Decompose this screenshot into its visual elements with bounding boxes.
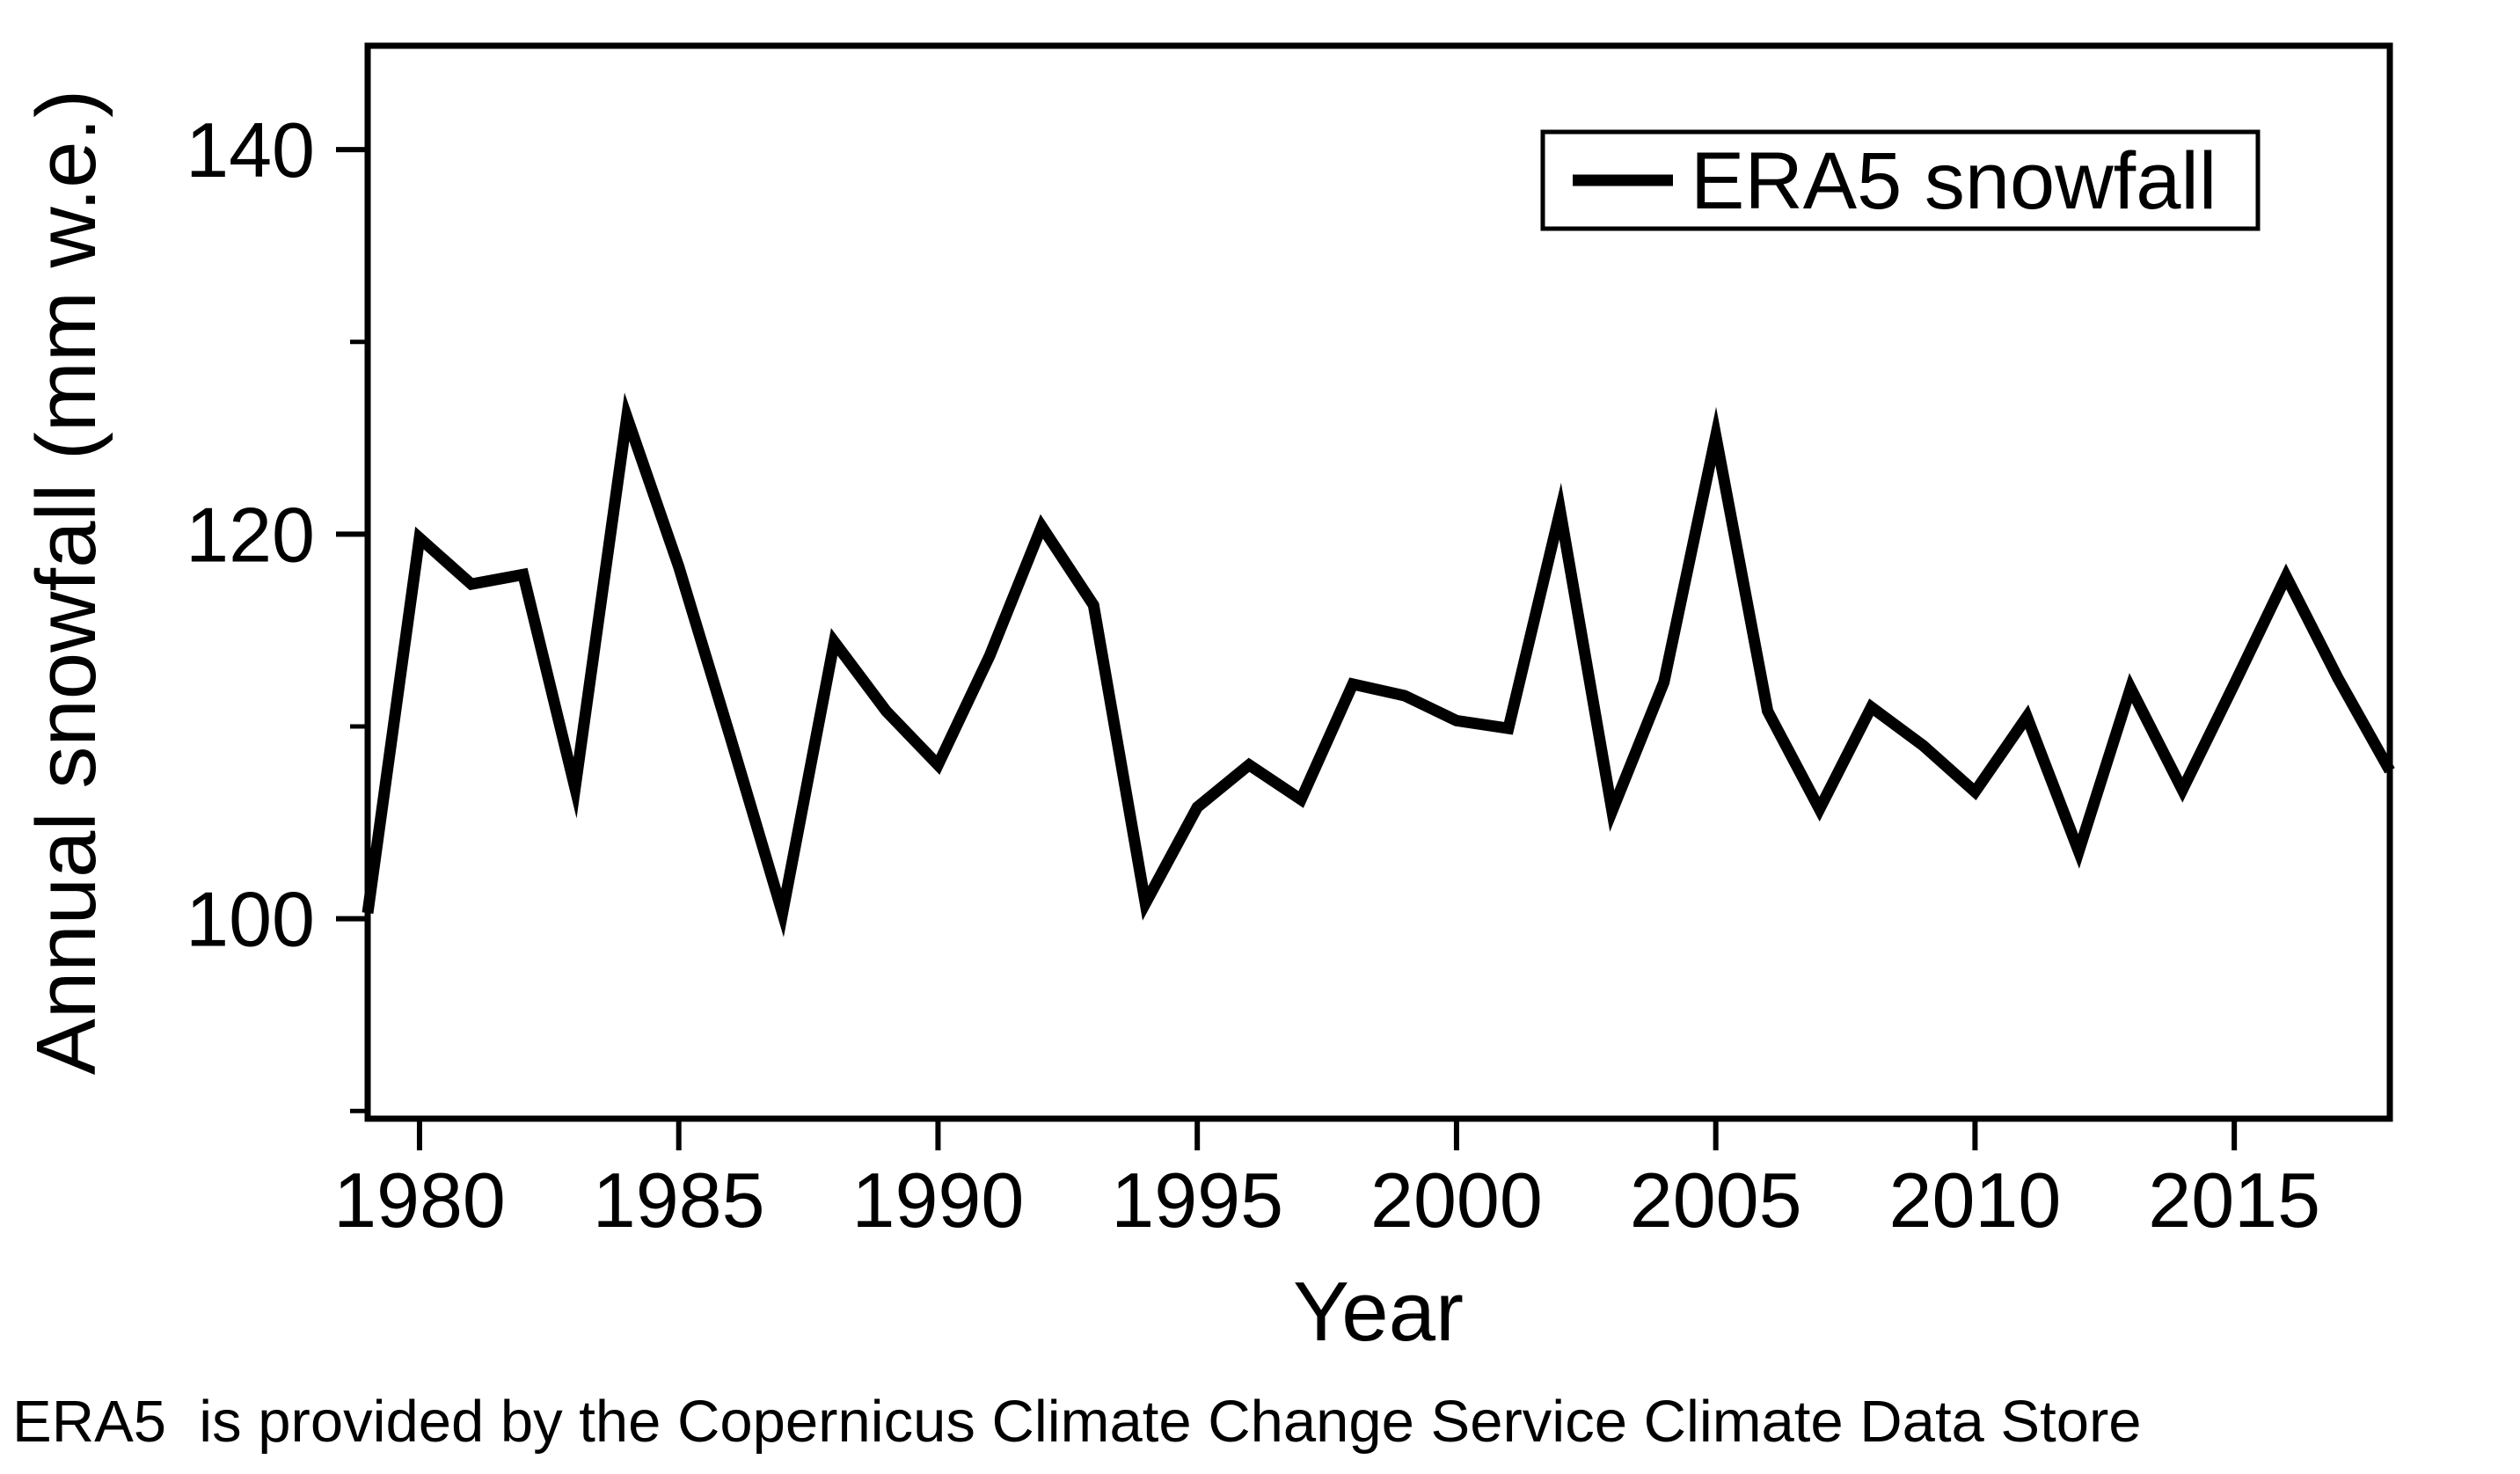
x-tick-label: 2005 bbox=[1630, 1157, 1802, 1244]
y-tick-label: 120 bbox=[186, 491, 315, 578]
figure-caption: ERA5 is provided by the Copernicus Clima… bbox=[12, 1389, 2142, 1455]
plot-layer: 1980 1985 1990 1995 2000 2005 2010 2015 100 120 14… bbox=[186, 106, 2395, 1244]
x-tick-label: 1995 bbox=[1111, 1157, 1283, 1244]
x-tick-label: 1990 bbox=[852, 1157, 1025, 1244]
y-tick-label: 100 bbox=[186, 876, 315, 963]
x-tick-label: 2000 bbox=[1370, 1157, 1543, 1244]
x-tick-label: 2015 bbox=[2148, 1157, 2320, 1244]
plot-border bbox=[364, 42, 2393, 1122]
legend: ERA5 snowfall bbox=[1540, 129, 2261, 231]
legend-label: ERA5 snowfall bbox=[1691, 136, 2217, 226]
y-axis-title: Annual snowfall (mm w.e.) bbox=[19, 90, 113, 1075]
x-axis-title: Year bbox=[1293, 1265, 1464, 1359]
data-line-era5-snowfall bbox=[362, 392, 2395, 938]
x-tick-label: 2010 bbox=[1889, 1157, 2062, 1244]
x-tick-label: 1980 bbox=[333, 1157, 506, 1244]
x-tick-label: 1985 bbox=[593, 1157, 765, 1244]
y-tick-label: 140 bbox=[186, 106, 315, 193]
